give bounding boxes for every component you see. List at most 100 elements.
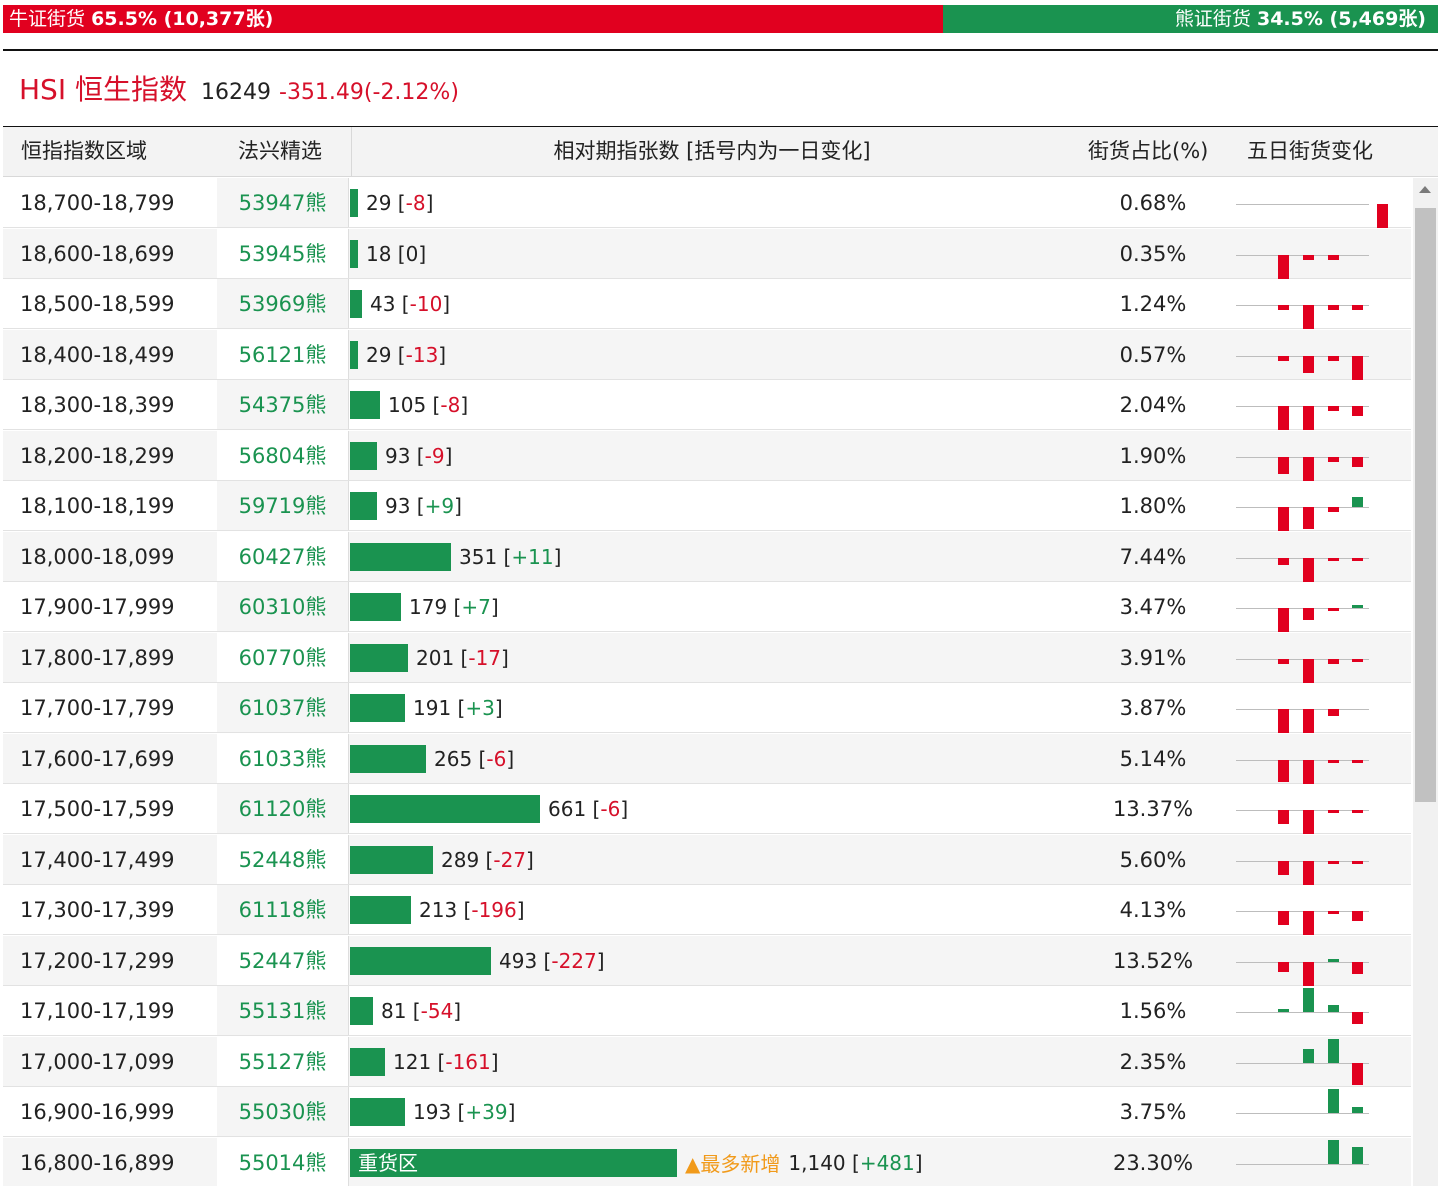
vertical-scrollbar[interactable] [1413, 178, 1438, 1186]
range-cell: 17,200-17,299 [20, 949, 175, 973]
sparkline-bar [1328, 959, 1339, 962]
sparkline-bar [1328, 608, 1339, 611]
bull-summary: 牛证街货 65.5% (10,377张) [3, 5, 943, 33]
pick-link[interactable]: 53945熊 [217, 229, 349, 278]
sparkline-bar [1328, 457, 1339, 462]
sparkline-bar [1278, 507, 1289, 531]
sparkline-baseline [1236, 760, 1369, 761]
count-bar [350, 491, 377, 520]
sparkline-bar [1278, 457, 1289, 474]
table-row: 18,200-18,299 56804熊 93 [-9] 1.90% [3, 431, 1411, 481]
pick-link[interactable]: 61118熊 [217, 885, 349, 934]
pick-link[interactable]: 61120熊 [217, 784, 349, 833]
count-bar [350, 441, 377, 470]
pct-cell: 3.87% [1119, 696, 1187, 720]
sparkline-baseline [1236, 911, 1369, 912]
range-cell: 18,300-18,399 [20, 393, 175, 417]
sparkline-baseline [1236, 406, 1369, 407]
range-cell: 17,800-17,899 [20, 646, 175, 670]
count-value: 191 [413, 695, 452, 720]
pick-link[interactable]: 53947熊 [217, 178, 349, 227]
table-body: 18,700-18,799 53947熊 29 [-8] 0.68% 18,600-18… [3, 178, 1411, 1186]
change-cell: 289 [-27] [350, 835, 1080, 884]
sparkline-bar [1377, 204, 1388, 228]
sparkline-bar [1352, 962, 1363, 974]
sparkline-baseline [1236, 608, 1369, 609]
count-text: 93 [+9] [385, 493, 462, 518]
count-bar [350, 744, 426, 773]
five-day-sparkline [1236, 734, 1370, 784]
sparkline-bar [1328, 558, 1339, 561]
pick-link[interactable]: 55131熊 [217, 986, 349, 1035]
change-cell: 213 [-196] [350, 885, 1080, 934]
sparkline-bar [1278, 608, 1289, 632]
pick-link[interactable]: 60310熊 [217, 582, 349, 631]
pick-link[interactable]: 53969熊 [217, 279, 349, 328]
pick-link[interactable]: 52447熊 [217, 936, 349, 985]
pick-link[interactable]: 59719熊 [217, 481, 349, 530]
five-day-sparkline [1236, 330, 1370, 380]
change-cell: 193 [+39] [350, 1087, 1080, 1136]
divider [3, 49, 1438, 51]
pct-cell: 2.04% [1119, 393, 1187, 417]
pick-link[interactable]: 55127熊 [217, 1037, 349, 1086]
change-cell: 351 [+11] [350, 532, 1080, 581]
daily-change: 0 [405, 241, 419, 266]
count-value: 351 [459, 544, 498, 569]
table-row: 17,000-17,099 55127熊 121 [-161] 2.35% [3, 1037, 1411, 1087]
sparkline-bar [1328, 507, 1339, 512]
daily-change: -196 [471, 897, 517, 922]
pick-link[interactable]: 54375熊 [217, 380, 349, 429]
count-bar [350, 895, 411, 924]
count-text: 265 [-6] [434, 746, 515, 771]
scrollbar-thumb[interactable] [1415, 208, 1436, 802]
count-value: 201 [416, 645, 455, 670]
sparkline-bar [1303, 709, 1314, 733]
sparkline-bar [1352, 558, 1363, 561]
change-cell: 191 [+3] [350, 683, 1080, 732]
pick-link[interactable]: 56121熊 [217, 330, 349, 379]
change-cell: 43 [-10] [350, 279, 1080, 328]
daily-change: -8 [440, 392, 461, 417]
count-value: 93 [385, 443, 411, 468]
sparkline-bar [1352, 1063, 1363, 1085]
sparkline-bar [1303, 810, 1314, 834]
table-row: 18,500-18,599 53969熊 43 [-10] 1.24% [3, 279, 1411, 329]
five-day-sparkline [1236, 1087, 1370, 1137]
count-bar [350, 946, 491, 975]
count-bar [350, 289, 362, 318]
five-day-sparkline [1236, 178, 1388, 228]
range-cell: 17,900-17,999 [20, 595, 175, 619]
five-day-sparkline [1236, 380, 1370, 430]
most-added-label: 最多新增 [700, 1152, 781, 1176]
pick-link[interactable]: 60427熊 [217, 532, 349, 581]
change-cell: 179 [+7] [350, 582, 1080, 631]
pick-link[interactable]: 55014熊 [217, 1138, 349, 1186]
sparkline-bar [1303, 255, 1314, 260]
pick-link[interactable]: 60770熊 [217, 633, 349, 682]
pick-link[interactable]: 55030熊 [217, 1087, 349, 1136]
daily-change: -13 [405, 342, 439, 367]
bull-bear-ratio-bar: 牛证街货 65.5% (10,377张) 熊证街货 34.5% (5,469张) [3, 5, 1438, 33]
sparkline-baseline [1236, 255, 1369, 256]
pick-link[interactable]: 56804熊 [217, 431, 349, 480]
range-cell: 18,000-18,099 [20, 545, 175, 569]
count-bar [350, 542, 451, 571]
daily-change: -6 [486, 746, 507, 771]
header-pct: 街货占比(%) [1088, 139, 1209, 163]
count-text: 191 [+3] [413, 695, 503, 720]
pct-cell: 1.56% [1119, 999, 1187, 1023]
pick-link[interactable]: 52448熊 [217, 835, 349, 884]
sparkline-baseline [1236, 1012, 1369, 1013]
sparkline-bar [1352, 1147, 1363, 1164]
pct-cell: 3.75% [1119, 1100, 1187, 1124]
daily-change: +9 [424, 493, 455, 518]
table-row: 17,900-17,999 60310熊 179 [+7] 3.47% [3, 582, 1411, 632]
pick-link[interactable]: 61037熊 [217, 683, 349, 732]
sparkline-baseline [1236, 204, 1369, 205]
count-bar [350, 643, 408, 672]
pick-link[interactable]: 61033熊 [217, 734, 349, 783]
range-cell: 17,500-17,599 [20, 797, 175, 821]
sparkline-baseline [1236, 962, 1369, 963]
scroll-up-arrow-icon[interactable] [1419, 186, 1431, 193]
